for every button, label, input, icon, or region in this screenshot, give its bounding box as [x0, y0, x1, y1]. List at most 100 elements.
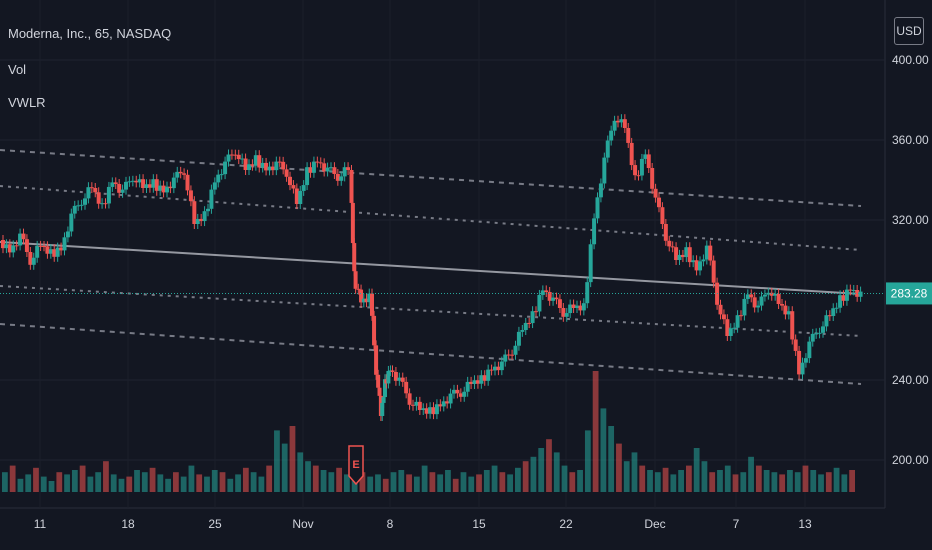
volume-bar	[849, 470, 855, 492]
candle-body	[270, 166, 275, 171]
y-tick-label: 360.00	[892, 133, 929, 147]
candle-body	[31, 257, 36, 265]
volume-bar	[686, 465, 692, 492]
volume-bar	[569, 472, 576, 492]
volume-bar	[297, 452, 304, 492]
candle-body	[479, 375, 484, 384]
volume-bar	[413, 476, 420, 492]
volume-bar	[289, 426, 296, 492]
volume-bar	[398, 470, 405, 492]
volume-bar	[390, 472, 397, 492]
candle-body	[414, 401, 419, 406]
volume-bar	[274, 430, 280, 492]
candle-body	[612, 120, 617, 131]
candle-body	[735, 315, 740, 328]
candle-body	[786, 311, 791, 315]
candle-body	[397, 377, 402, 381]
candle-body	[557, 299, 562, 308]
volume-bar	[507, 474, 513, 492]
currency-button[interactable]: USD	[894, 17, 924, 45]
candle-body	[219, 174, 224, 176]
x-tick-label: Nov	[292, 517, 313, 531]
volume-bar	[382, 478, 389, 492]
volume-bar	[647, 470, 653, 492]
candle-body	[113, 182, 118, 184]
candle-body	[680, 254, 685, 258]
volume-indicator-legend[interactable]: Vol	[8, 62, 27, 77]
candle-body	[503, 354, 508, 362]
x-tick-label: 15	[472, 517, 486, 531]
candle-body	[223, 161, 228, 175]
candle-body	[192, 201, 197, 224]
volume-bar	[429, 472, 436, 492]
volume-bar	[64, 474, 70, 492]
candle-body	[11, 245, 16, 253]
volume-bar	[9, 465, 16, 492]
volume-bar	[118, 478, 125, 492]
earnings-marker-icon[interactable]	[348, 445, 364, 486]
volume-bar	[235, 474, 241, 492]
x-tick-label: 25	[208, 517, 222, 531]
candle-body	[516, 331, 521, 346]
candle-body	[346, 167, 351, 170]
volume-bar	[631, 452, 638, 492]
candle-body	[578, 305, 583, 311]
vwlr-indicator-legend[interactable]: VWLR	[8, 95, 46, 110]
candle-body	[762, 294, 767, 297]
candle-body	[844, 289, 849, 301]
candle-body	[168, 186, 173, 189]
candle-body	[103, 203, 108, 205]
volume-bar	[662, 467, 669, 492]
y-tick-label: 320.00	[892, 213, 929, 227]
candle-body	[728, 328, 733, 336]
candle-body	[264, 162, 269, 171]
candle-body	[411, 404, 415, 406]
volume-bar	[452, 478, 459, 492]
candle-body	[182, 173, 187, 175]
last-price-label-bg	[886, 282, 932, 305]
candle-body	[257, 155, 262, 168]
candle-body	[291, 185, 296, 189]
candle-body	[797, 350, 802, 375]
volume-bar	[755, 465, 762, 492]
candle-body	[322, 163, 327, 172]
candle-body	[7, 244, 12, 253]
symbol-legend[interactable]: Moderna, Inc., 65, NASDAQ	[8, 26, 172, 41]
candle-body	[595, 197, 600, 219]
candle-body	[698, 261, 702, 271]
x-tick-label: 13	[798, 517, 812, 531]
volume-bar	[732, 474, 739, 492]
vwlr-band-line	[0, 323, 862, 385]
candle-body	[704, 245, 709, 260]
candle-body	[824, 315, 829, 327]
candle-body	[318, 162, 323, 164]
candle-body	[161, 185, 166, 193]
volume-bar	[654, 472, 661, 492]
candle-body	[776, 293, 781, 304]
candle-body	[83, 198, 87, 205]
candle-body	[458, 393, 463, 397]
candle-body	[592, 218, 597, 245]
volume-bar	[227, 478, 234, 492]
candle-body	[325, 167, 330, 172]
candle-body	[381, 397, 386, 403]
volume-bar	[841, 474, 848, 492]
candle-body	[185, 174, 190, 191]
volume-bar	[491, 465, 498, 492]
volume-bar	[336, 467, 342, 492]
candle-body	[482, 375, 487, 381]
candle-body	[202, 211, 207, 222]
candle-body	[400, 377, 405, 382]
candle-body	[364, 298, 369, 303]
candle-body	[117, 184, 122, 193]
candle-body	[305, 167, 310, 186]
candle-body	[773, 293, 778, 296]
candle-body	[821, 326, 825, 333]
volume-bar	[740, 472, 747, 492]
candle-body	[513, 345, 518, 355]
candle-body	[489, 369, 494, 371]
volume-bar	[437, 474, 444, 492]
candle-body	[677, 254, 682, 260]
candle-body	[154, 179, 159, 191]
